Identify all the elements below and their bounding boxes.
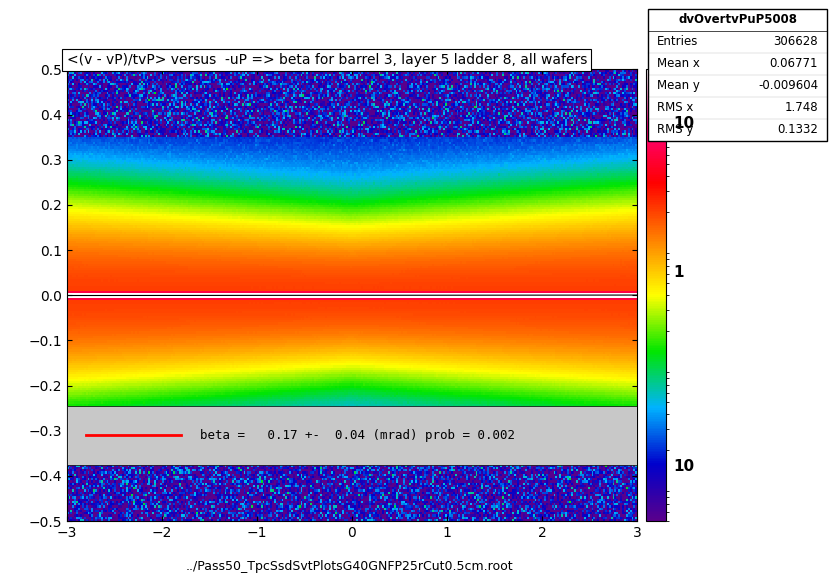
Text: 306628: 306628 <box>774 35 818 48</box>
Text: 10: 10 <box>673 116 694 131</box>
Text: 10: 10 <box>673 459 694 474</box>
Text: Mean y: Mean y <box>657 79 700 92</box>
Text: Mean x: Mean x <box>657 57 700 70</box>
Text: RMS x: RMS x <box>657 101 693 114</box>
Text: Entries: Entries <box>657 35 698 48</box>
Text: beta =   0.17 +-  0.04 (mrad) prob = 0.002: beta = 0.17 +- 0.04 (mrad) prob = 0.002 <box>200 429 515 442</box>
Text: -0.009604: -0.009604 <box>758 79 818 92</box>
Text: RMS y: RMS y <box>657 123 693 136</box>
Text: 1.748: 1.748 <box>785 101 818 114</box>
Text: dvOvertvPuP5008: dvOvertvPuP5008 <box>678 13 797 26</box>
Text: 0.1332: 0.1332 <box>777 123 818 136</box>
Text: 1: 1 <box>673 265 684 280</box>
Text: 0.06771: 0.06771 <box>770 57 818 70</box>
Bar <box>67 406 637 464</box>
Text: <(v - vP)/tvP> versus  -uP => beta for barrel 3, layer 5 ladder 8, all wafers: <(v - vP)/tvP> versus -uP => beta for ba… <box>67 53 587 67</box>
Text: ../Pass50_TpcSsdSvtPlotsG40GNFP25rCut0.5cm.root: ../Pass50_TpcSsdSvtPlotsG40GNFP25rCut0.5… <box>186 560 514 573</box>
